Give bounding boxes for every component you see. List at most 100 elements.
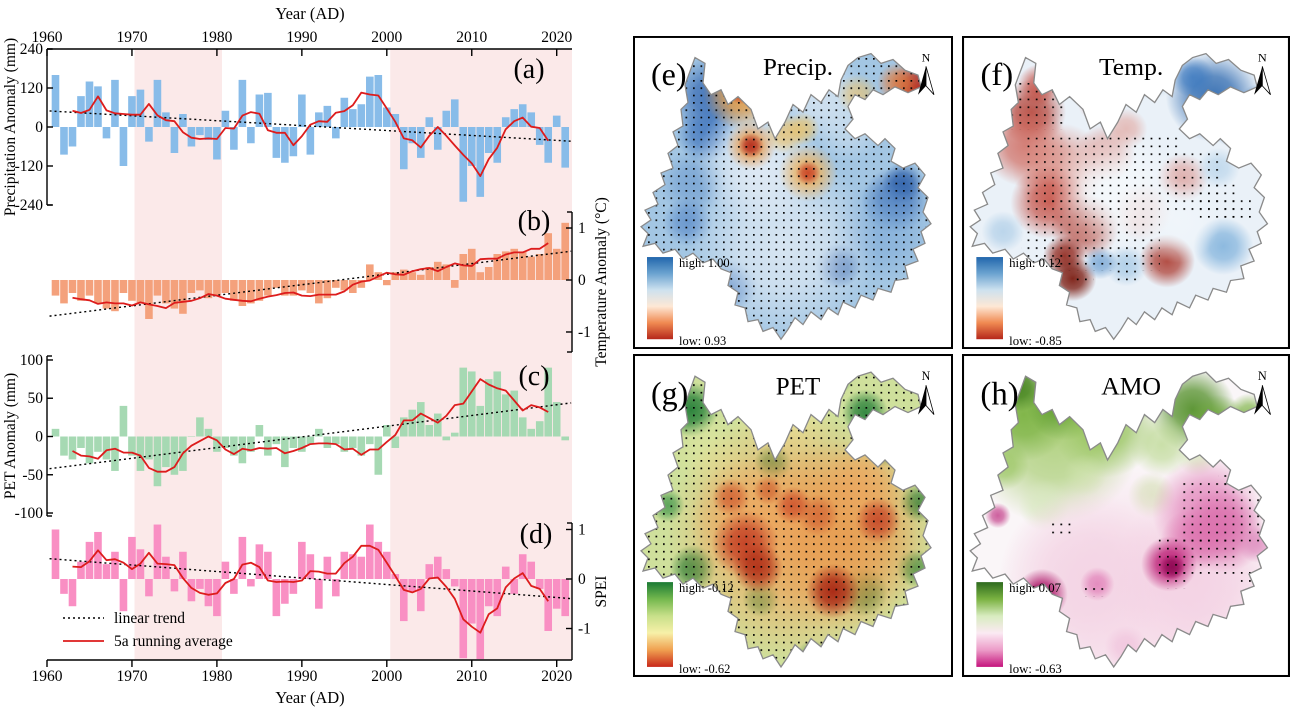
y-tick-label: 1 (578, 220, 586, 237)
y-axis: 1 0 -1 (566, 521, 591, 660)
x-tick-label-bottom: 1990 (286, 668, 317, 685)
region-boundary (969, 371, 1269, 669)
running-average-line (72, 91, 549, 178)
x-tick-label-bottom: 1970 (116, 668, 147, 685)
colorbar-high-label: high: -0.12 (679, 581, 734, 595)
x-tick-label-bottom: 1960 (32, 668, 63, 685)
map-title: PET (776, 373, 820, 400)
linear-trend-line (49, 557, 572, 600)
panel-letter: (g) (651, 375, 688, 411)
y-axis: 240 120 0 -120 -240 (15, 41, 53, 214)
bars-series (51, 75, 570, 202)
x-axes: 1960 1960 1970 1970 1980 1980 1990 1990 2000 2000… (32, 4, 573, 707)
y-tick-label: 120 (20, 80, 44, 97)
x-tick-label-bottom: 2020 (541, 668, 572, 685)
north-label: N (922, 369, 931, 383)
running-average-line (72, 242, 549, 310)
timeseries-figure: 240 120 0 -120 -240 Precipitation Anomaly (mm… (0, 0, 633, 713)
y-tick-label: 0 (35, 119, 43, 136)
map-title: Precip. (763, 54, 833, 81)
north-arrow-icon: N (1254, 51, 1271, 95)
y-axis-title: Precipitation Anomaly (mm) (2, 38, 19, 216)
panel-letter: (a) (513, 54, 544, 85)
panel-letter: (h) (980, 377, 1018, 413)
north-label: N (1258, 51, 1267, 65)
y-tick-label: 240 (20, 41, 44, 58)
map-frame (633, 36, 953, 349)
x-tick-label-top: 1980 (201, 29, 232, 46)
map-title: AMO (1101, 372, 1161, 401)
x-axis-title-bottom: Year (AD) (275, 688, 344, 707)
x-tick-label-top: 1960 (32, 29, 63, 46)
y-tick-label: 1 (578, 521, 586, 538)
legend-running-label: 5a running average (114, 633, 233, 650)
y-tick-label: 100 (20, 352, 44, 369)
colorbar-high-label: high: 0.12 (1009, 256, 1061, 270)
region-boundary (969, 52, 1269, 341)
x-tick-label-top: 2010 (456, 29, 487, 46)
y-axis-title: PET Anomaly (mm) (2, 373, 19, 499)
colorbar: high: 0.07 low: -0.63 (976, 581, 1062, 676)
y-tick-label: 0 (578, 272, 586, 289)
y-tick-label: -1 (578, 621, 591, 638)
north-arrow-icon: N (918, 51, 935, 95)
north-label: N (1258, 369, 1267, 383)
north-arrow-icon: N (1254, 369, 1271, 415)
bars-series (51, 524, 570, 659)
x-tick-label-top: 2000 (371, 29, 402, 46)
map-frame (962, 354, 1290, 677)
y-tick-label: -120 (15, 158, 44, 175)
legend-trend-label: linear trend (114, 610, 185, 627)
x-axis-title-top: Year (AD) (275, 4, 344, 23)
bars-series (51, 222, 570, 319)
y-tick-label: -1 (578, 324, 591, 341)
colorbar-high-label: high: 1.00 (679, 256, 730, 270)
x-tick-label-top: 1970 (116, 29, 147, 46)
colorbar: high: -0.12 low: -0.62 (647, 581, 734, 676)
colorbar: high: 0.12 low: -0.85 (976, 256, 1062, 348)
running-average-line (72, 378, 549, 473)
north-arrow-icon: N (918, 369, 935, 415)
running-average-line (72, 544, 549, 634)
y-tick-label: -50 (22, 467, 43, 484)
x-tick-label-top: 1990 (286, 29, 317, 46)
map-frame (633, 354, 953, 677)
north-label: N (922, 51, 931, 65)
significance-stippling (1025, 475, 1268, 611)
region-boundary (639, 371, 932, 669)
x-tick-label-bottom: 2010 (456, 668, 487, 685)
y-axis: 100 50 0 -50 -100 (15, 352, 53, 522)
region-boundary (639, 52, 932, 341)
colorbar-low-label: low: -0.85 (1009, 334, 1062, 348)
colorbar-low-label: low: -0.63 (1009, 662, 1062, 676)
y-tick-label: 0 (578, 571, 586, 588)
panel-letter: (f) (980, 57, 1013, 92)
x-tick-label-bottom: 2000 (371, 668, 402, 685)
panel-c: 100 50 0 -50 -100 PET Anomaly (mm) (c) (2, 352, 572, 522)
colorbar: high: 1.00 low: 0.93 (647, 256, 730, 348)
panel-letter: (e) (651, 57, 687, 92)
panel-letter: (b) (518, 206, 551, 237)
y-axis-title: Temperature Anomaly (°C) (593, 197, 610, 367)
x-tick-label-top: 2020 (541, 29, 572, 46)
map-frame (962, 36, 1290, 349)
map-title: Temp. (1099, 55, 1163, 81)
colorbar-high-label: high: 0.07 (1009, 581, 1061, 595)
panel-letter: (d) (520, 519, 553, 550)
legend: linear trend 5a running average (63, 610, 233, 650)
panel-b: 1 0 -1 Temperature Anomaly (°C) (b) (49, 197, 610, 367)
y-tick-label: -240 (15, 197, 44, 214)
x-tick-label-bottom: 1980 (201, 668, 232, 685)
y-axis-title: SPEI (593, 576, 610, 608)
